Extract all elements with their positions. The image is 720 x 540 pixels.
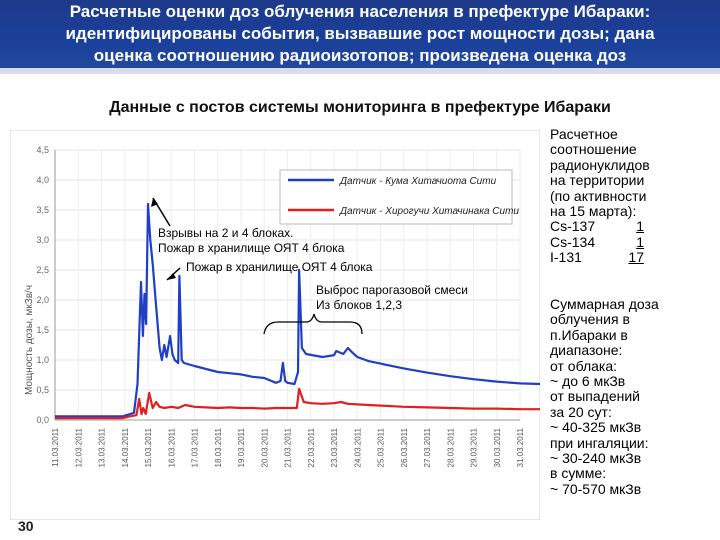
dose-line: ~ до 6 мкЗв — [550, 373, 626, 390]
x-tick-label: 19.03.2011 — [237, 427, 246, 467]
x-tick-label: 22.03.2011 — [307, 427, 316, 467]
x-tick-label: 12.03.2011 — [74, 427, 83, 467]
x-tick-label: 31.03.2011 — [516, 427, 525, 467]
annotation-release-line2: Из блоков 1,2,3 — [316, 298, 402, 312]
x-tick-label: 15.03.2011 — [144, 427, 153, 467]
ratio-line: (по активности — [550, 187, 647, 204]
x-tick-label: 24.03.2011 — [353, 427, 362, 467]
title-line-3: оценка соотношению радиоизотопов; произв… — [93, 46, 627, 65]
y-tick-label: 0,5 — [36, 385, 49, 395]
annotation-release-line1: Выброс парогазовой смеси — [316, 283, 468, 297]
dose-line: п.Ибараки в — [550, 326, 628, 343]
dose-line: в сумме: — [550, 465, 607, 482]
legend-label-hirogu: Датчик - Хирогучи Хитачинака Сити — [339, 206, 519, 217]
title-banner — [0, 0, 720, 68]
ratio-line: на территории — [550, 172, 645, 189]
x-tick-label: 26.03.2011 — [400, 427, 409, 467]
x-tick-label: 25.03.2011 — [377, 427, 386, 467]
x-tick-label: 27.03.2011 — [423, 427, 432, 467]
ratio-line: соотношение — [550, 141, 637, 158]
dose-line: диапазоне: — [550, 342, 623, 359]
ratio-line: Расчетное — [550, 126, 618, 142]
dose-line: за 20 сут: — [550, 403, 612, 420]
x-tick-label: 23.03.2011 — [330, 427, 339, 467]
x-tick-label: 14.03.2011 — [121, 427, 130, 467]
x-tick-label: 11.03.2011 — [51, 427, 60, 466]
x-tick-labels: 11.03.2011 12.03.2011 13.03.2011 14.03.2011… — [51, 427, 525, 467]
y-tick-label: 1,5 — [36, 325, 49, 335]
dose-line: ~ 30-240 мкЗв — [550, 450, 642, 467]
x-tick-label: 16.03.2011 — [167, 427, 176, 467]
isotope-value: 1 — [636, 233, 644, 250]
x-tick-label: 17.03.2011 — [191, 427, 200, 467]
isotope-name: Cs-134 — [550, 233, 596, 250]
title-line-1: Расчетные оценки доз облучения населения… — [69, 2, 651, 21]
y-tick-label: 3,0 — [36, 235, 49, 245]
y-tick-label: 2,5 — [36, 265, 49, 275]
y-tick-label: 0,0 — [36, 415, 49, 425]
dose-line: при ингаляции: — [550, 434, 649, 451]
legend-label-kuji: Датчик - Кума Хитачиота Сити — [339, 176, 497, 187]
y-tick-label: 1,0 — [36, 355, 49, 365]
ratio-block: Расчетное соотношение радионуклидов на т… — [550, 126, 650, 266]
isotope-value: 17 — [628, 249, 644, 266]
dose-rate-chart: 0,0 0,5 1,0 1,5 2,0 2,5 3,0 3,5 4,0 4,5 Мощность … — [10, 130, 540, 520]
annotation-explosions-line2: Пожар в хранилище ОЯТ 4 блока — [158, 241, 345, 255]
x-tick-label: 30.03.2011 — [493, 427, 502, 467]
x-tick-label: 28.03.2011 — [446, 427, 455, 467]
x-tick-label: 18.03.2011 — [214, 427, 223, 467]
annotation-fire: Пожар в хранилище ОЯТ 4 блока — [186, 260, 373, 274]
ratio-line: радионуклидов — [550, 156, 650, 173]
isotope-row-cs134: Cs-134 1 — [550, 233, 644, 250]
dose-line: Суммарная доза — [550, 296, 659, 312]
series-line-hirogu — [55, 387, 540, 420]
x-tick-label: 29.03.2011 — [470, 427, 479, 467]
isotope-row-i131: I-131 17 — [550, 249, 644, 266]
title-divider — [0, 68, 720, 74]
arrowhead-fire — [167, 273, 176, 280]
x-tick-label: 20.03.2011 — [260, 427, 269, 467]
isotope-value: 1 — [636, 218, 644, 235]
series-lines — [55, 202, 540, 420]
dose-line: ~ 40-325 мкЗв — [550, 419, 642, 436]
y-tick-label: 2,0 — [36, 295, 49, 305]
title-line-2: идентифицированы события, вызвавшие рост… — [65, 24, 655, 43]
page-number: 30 — [18, 518, 34, 534]
dose-line: от облака: — [550, 357, 618, 374]
y-tick-label: 4,5 — [36, 145, 49, 155]
annotations: Взрывы на 2 и 4 блоках. Пожар в хранилищ… — [151, 197, 468, 335]
annotation-explosions-line1: Взрывы на 2 и 4 блоках. — [158, 226, 294, 240]
y-axis-label: Мощность дозы, мкЗв/ч — [24, 285, 35, 395]
dose-line: от выпадений — [550, 388, 640, 405]
isotope-row-cs137: Cs-137 1 — [550, 218, 644, 235]
ratio-line: на 15 марта): — [550, 203, 637, 220]
y-tick-label: 3,5 — [36, 205, 49, 215]
slide-subtitle: Данные с постов системы мониторинга в пр… — [109, 99, 611, 116]
isotope-name: Cs-137 — [550, 218, 596, 235]
x-tick-label: 13.03.2011 — [98, 427, 107, 467]
x-tick-label: 21.03.2011 — [284, 427, 293, 467]
dose-block: Суммарная доза облучения в п.Ибараки в д… — [550, 296, 659, 497]
dose-line: облучения в — [550, 311, 630, 328]
y-tick-labels: 0,0 0,5 1,0 1,5 2,0 2,5 3,0 3,5 4,0 4,5 — [36, 145, 49, 425]
dose-line: ~ 70-570 мкЗв — [550, 480, 642, 497]
series-line-kuji — [55, 202, 540, 418]
y-tick-label: 4,0 — [36, 175, 49, 185]
isotope-name: I-131 — [550, 249, 582, 266]
release-bracket — [263, 313, 363, 335]
arrowhead-explosions — [151, 198, 158, 207]
chart-legend: Датчик - Кума Хитачиота Сити Датчик - Хи… — [279, 169, 519, 225]
